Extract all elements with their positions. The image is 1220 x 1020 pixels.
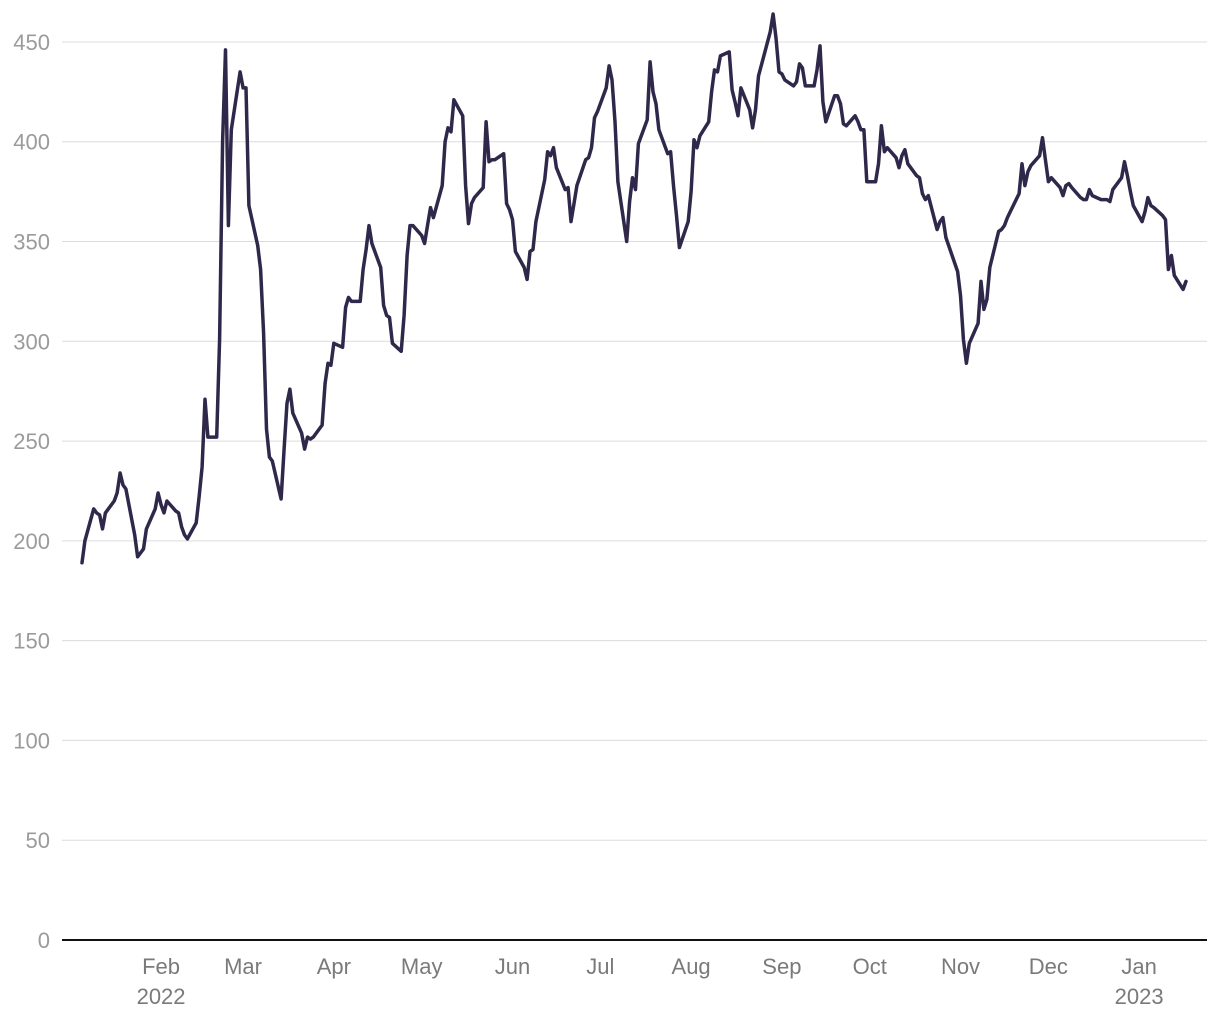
y-tick-label: 0 xyxy=(38,928,50,953)
gridlines xyxy=(62,41,1207,841)
y-tick-label: 100 xyxy=(13,728,50,753)
y-tick-label: 350 xyxy=(13,230,50,255)
x-tick-label: Mar xyxy=(224,954,262,979)
x-tick-label: Oct xyxy=(853,954,887,979)
y-tick-label: 300 xyxy=(13,329,50,354)
y-tick-label: 150 xyxy=(13,629,50,654)
x-tick-label: Dec xyxy=(1029,954,1068,979)
x-tick-label: Nov xyxy=(941,954,980,979)
x-axis-tick-labels: Feb 2022 Mar Apr May Jun Jul Aug Sep Oct Nov Dec Jan… xyxy=(137,954,1164,1009)
y-tick-label: 50 xyxy=(26,828,50,853)
x-tick-year-label: 2022 xyxy=(137,984,186,1009)
y-axis-tick-labels: 0 50 100 150 200 250 300 350 400 450 xyxy=(13,30,50,953)
x-tick-label: Feb xyxy=(142,954,180,979)
x-tick-year-label: 2023 xyxy=(1115,984,1164,1009)
x-tick-label: Apr xyxy=(317,954,351,979)
x-tick-label: Sep xyxy=(762,954,801,979)
y-tick-label: 400 xyxy=(13,130,50,155)
series-line xyxy=(80,12,1188,565)
x-tick-label: Jul xyxy=(586,954,614,979)
y-tick-label: 200 xyxy=(13,529,50,554)
x-tick-label: Aug xyxy=(672,954,711,979)
series-layer xyxy=(80,12,1188,565)
x-tick-label: Jan xyxy=(1121,954,1156,979)
y-tick-label: 250 xyxy=(13,429,50,454)
x-tick-label: Jun xyxy=(495,954,530,979)
x-tick-label: May xyxy=(401,954,443,979)
y-tick-label: 450 xyxy=(13,30,50,55)
